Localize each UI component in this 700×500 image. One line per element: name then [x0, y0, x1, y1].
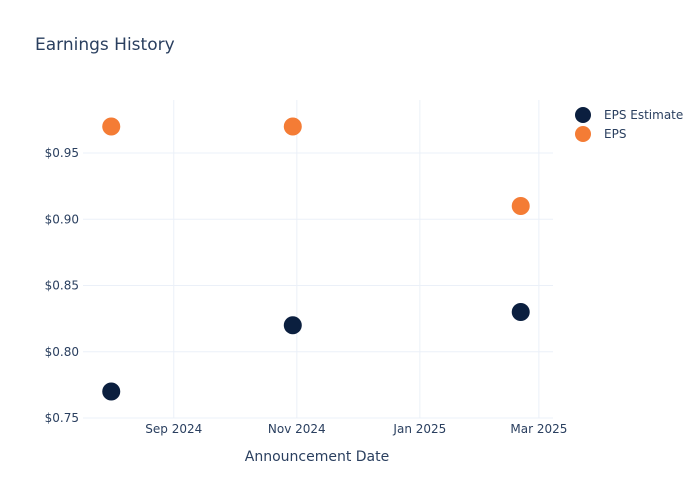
legend-marker [575, 126, 591, 142]
y-tick-label: $0.75 [45, 411, 79, 425]
data-points [102, 117, 530, 401]
legend-label: EPS [604, 127, 626, 141]
legend-label: EPS Estimate [604, 108, 683, 122]
chart-title: Earnings History [35, 35, 175, 55]
legend[interactable]: EPS Estimate EPS [575, 107, 683, 142]
y-axis-tick-labels: $0.75 $0.80 $0.85 $0.90 $0.95 [45, 146, 79, 425]
data-point[interactable] [102, 117, 121, 136]
data-point[interactable] [283, 117, 302, 136]
x-tick-label: Jan 2025 [392, 422, 446, 436]
data-point[interactable] [511, 197, 530, 215]
data-point[interactable] [102, 382, 121, 401]
x-tick-label: Nov 2024 [268, 422, 326, 436]
data-point[interactable] [283, 316, 302, 335]
series-eps [102, 117, 530, 215]
x-tick-label: Mar 2025 [510, 422, 567, 436]
y-tick-label: $0.90 [45, 212, 79, 226]
series-eps-estimate [102, 303, 530, 401]
x-axis-title: Announcement Date [245, 449, 389, 465]
x-axis-tick-labels: Sep 2024 Nov 2024 Jan 2025 Mar 2025 [145, 422, 567, 436]
legend-item[interactable]: EPS Estimate [575, 107, 683, 123]
legend-marker [575, 107, 591, 123]
y-tick-label: $0.95 [45, 146, 79, 160]
grid-lines [83, 100, 553, 419]
data-point[interactable] [511, 303, 530, 321]
y-tick-label: $0.85 [45, 279, 79, 293]
y-tick-label: $0.80 [45, 345, 79, 359]
legend-item[interactable]: EPS [575, 126, 626, 142]
x-tick-label: Sep 2024 [145, 422, 202, 436]
